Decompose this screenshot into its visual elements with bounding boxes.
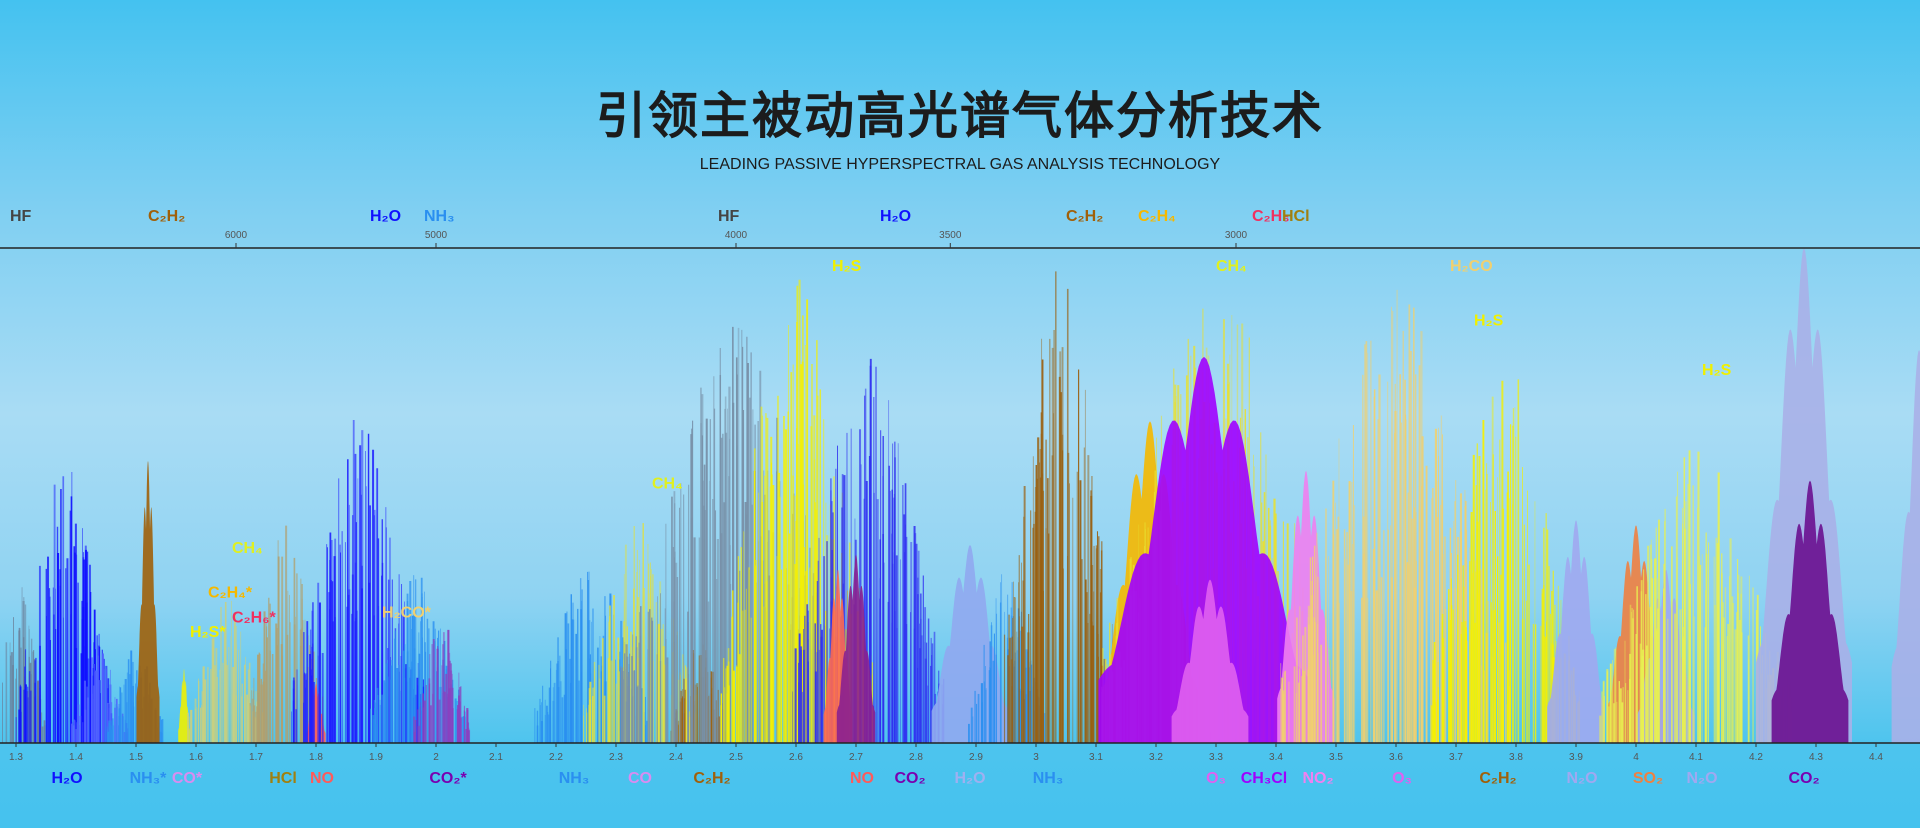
top-gas-label: C₂H₆ xyxy=(1252,208,1289,225)
inner-gas-label: CH₄ xyxy=(652,476,683,493)
bottom-tick-label: 3.7 xyxy=(1449,752,1463,763)
bottom-tick-label: 2.9 xyxy=(969,752,983,763)
bottom-gas-label: HCl xyxy=(269,770,297,787)
bottom-tick-label: 2.7 xyxy=(849,752,863,763)
inner-gas-label: C₂H₆* xyxy=(232,609,276,626)
bottom-gas-label: C₂H₂ xyxy=(693,770,730,787)
bottom-gas-label: NO₂ xyxy=(1302,770,1333,787)
top-gas-label: NH₃ xyxy=(424,208,455,225)
bottom-gas-label: NH₃ xyxy=(559,770,590,787)
absorption-band-35 xyxy=(1771,480,1849,743)
page-subtitle: LEADING PASSIVE HYPERSPECTRAL GAS ANALYS… xyxy=(699,156,1221,173)
bottom-tick-label: 4 xyxy=(1633,752,1639,763)
bottom-tick-label: 3.8 xyxy=(1509,752,1523,763)
absorption-band-25 xyxy=(1098,356,1310,743)
absorption-band-36 xyxy=(1891,350,1920,743)
bottom-gas-label: NH₃ xyxy=(1033,770,1064,787)
top-gas-label: C₂H₄ xyxy=(1138,208,1176,225)
bottom-tick-label: 1.6 xyxy=(189,752,203,763)
bottom-tick-label: 1.3 xyxy=(9,752,23,763)
inner-gas-label: H₂S xyxy=(832,258,862,275)
bottom-tick-label: 1.7 xyxy=(249,752,263,763)
bottom-gas-label: NH₃* xyxy=(130,770,168,787)
absorption-band-19 xyxy=(836,554,876,743)
bottom-gas-label: SO₂ xyxy=(1633,770,1663,787)
bottom-tick-label: 1.5 xyxy=(129,752,143,763)
absorption-band-4 xyxy=(136,460,160,743)
top-gas-label: HCl xyxy=(1282,208,1310,225)
bottom-tick-label: 2.1 xyxy=(489,752,503,763)
bottom-tick-label: 2.8 xyxy=(909,752,923,763)
inner-gas-label: H₂S xyxy=(1474,312,1504,329)
bottom-gas-label: CO₂ xyxy=(1788,770,1819,787)
inner-gas-label: H₂CO* xyxy=(382,604,432,621)
inner-gas-label: H₂S* xyxy=(190,624,226,641)
bottom-gas-label: H₂O xyxy=(51,770,82,787)
bottom-gas-label: CH₃Cl xyxy=(1241,770,1288,787)
bottom-tick-label: 3.9 xyxy=(1569,752,1583,763)
bottom-tick-label: 3.4 xyxy=(1269,752,1283,763)
bottom-gas-label: O₃ xyxy=(1206,770,1226,787)
top-gas-label: C₂H₂ xyxy=(1066,208,1103,225)
bottom-gas-label: O₃ xyxy=(1392,770,1412,787)
absorption-band-5 xyxy=(178,668,190,743)
bottom-gas-label: N₂O xyxy=(1686,770,1717,787)
top-gas-label: C₂H₂ xyxy=(148,208,185,225)
bottom-tick-label: 3.3 xyxy=(1209,752,1223,763)
bottom-tick-label: 2.6 xyxy=(789,752,803,763)
bottom-tick-label: 1.8 xyxy=(309,752,323,763)
top-gas-label: H₂O xyxy=(370,208,401,225)
inner-gas-label: CH₄ xyxy=(1216,258,1247,275)
bottom-tick-label: 4.1 xyxy=(1689,752,1703,763)
bottom-tick-label: 3.1 xyxy=(1089,752,1103,763)
bottom-gas-label: NO xyxy=(310,770,334,787)
bottom-gas-label: CO* xyxy=(172,770,203,787)
top-gas-label: HF xyxy=(718,208,740,225)
bottom-tick-label: 2.4 xyxy=(669,752,683,763)
bottom-tick-label: 1.9 xyxy=(369,752,383,763)
bottom-gas-label: H₂O xyxy=(954,770,985,787)
page-title: 引领主被动高光谱气体分析技术 xyxy=(596,87,1324,145)
top-tick-label: 3500 xyxy=(939,230,962,241)
bottom-tick-label: 3.2 xyxy=(1149,752,1163,763)
bottom-tick-label: 4.4 xyxy=(1869,752,1883,763)
absorption-band-26 xyxy=(1171,579,1249,743)
top-gas-label: HF xyxy=(10,208,32,225)
bottom-gas-label: CO₂ xyxy=(894,770,925,787)
bottom-tick-label: 3 xyxy=(1033,752,1039,763)
bottom-tick-label: 2.2 xyxy=(549,752,563,763)
bottom-tick-label: 2 xyxy=(433,752,439,763)
inner-gas-label: C₂H₄* xyxy=(208,585,253,602)
top-gas-label: H₂O xyxy=(880,208,911,225)
bottom-tick-label: 2.3 xyxy=(609,752,623,763)
bottom-tick-label: 3.6 xyxy=(1389,752,1403,763)
bottom-tick-label: 3.5 xyxy=(1329,752,1343,763)
top-tick-label: 4000 xyxy=(725,230,748,241)
bottom-gas-label: C₂H₂ xyxy=(1479,770,1516,787)
bottom-tick-label: 4.3 xyxy=(1809,752,1823,763)
bottom-gas-label: CO₂* xyxy=(429,770,467,787)
bottom-tick-label: 4.2 xyxy=(1749,752,1763,763)
inner-gas-label: H₂S xyxy=(1702,362,1732,379)
inner-gas-label: H₂CO xyxy=(1450,258,1493,275)
top-tick-label: 5000 xyxy=(425,230,448,241)
top-tick-label: 6000 xyxy=(225,230,248,241)
bottom-gas-label: NO xyxy=(850,770,874,787)
bottom-tick-label: 2.5 xyxy=(729,752,743,763)
bottom-gas-label: CO xyxy=(628,770,652,787)
bottom-tick-label: 1.4 xyxy=(69,752,83,763)
absorption-band-30 xyxy=(1547,520,1605,743)
top-tick-label: 3000 xyxy=(1225,230,1248,241)
inner-gas-label: CH₄ xyxy=(232,540,263,557)
bottom-gas-label: N₂O xyxy=(1566,770,1597,787)
